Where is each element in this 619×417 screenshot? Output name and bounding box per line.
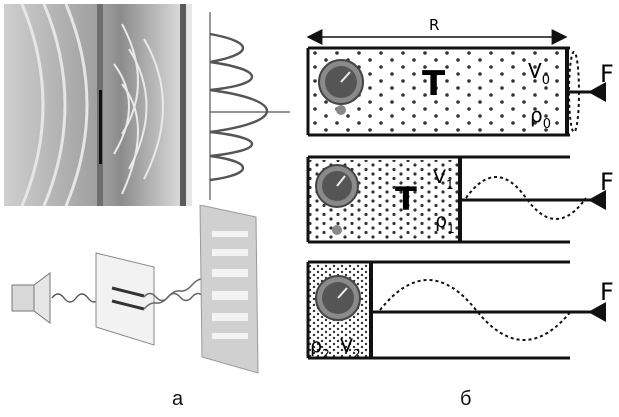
temperature-label: T (395, 180, 417, 218)
source-icon (11, 272, 51, 324)
density-label: ρ2 (310, 335, 330, 361)
panel-a-photo (4, 3, 294, 207)
piston-diagram: R T V0 ρ0 F T V1 ρ1 F ρ2 V2 F (306, 16, 614, 361)
force-label: F (600, 278, 614, 306)
temperature-label: T (422, 64, 446, 104)
length-label: R (429, 16, 439, 34)
caption-b: б (460, 388, 472, 410)
force-label: F (600, 168, 614, 196)
panel-b: R T V0 ρ0 F T V1 ρ1 F ρ2 V2 F (300, 0, 619, 380)
chamber-2 (306, 155, 606, 244)
caption-a: а (172, 388, 184, 410)
gauge-icon (315, 275, 361, 321)
wave-interference-illustration (4, 3, 294, 207)
panel-a-sketch (4, 204, 294, 380)
volume-label: V1 (433, 166, 454, 192)
force-label: F (600, 60, 614, 88)
volume-label: V0 (528, 59, 550, 88)
volume-label: V2 (340, 335, 361, 361)
gauge-icon (318, 59, 364, 115)
chamber-1 (306, 46, 606, 137)
chamber-3 (306, 260, 606, 360)
double-slit-sketch (11, 204, 259, 374)
density-label: ρ1 (435, 210, 455, 236)
gauge-icon (315, 164, 359, 235)
density-label: ρ0 (530, 103, 551, 132)
